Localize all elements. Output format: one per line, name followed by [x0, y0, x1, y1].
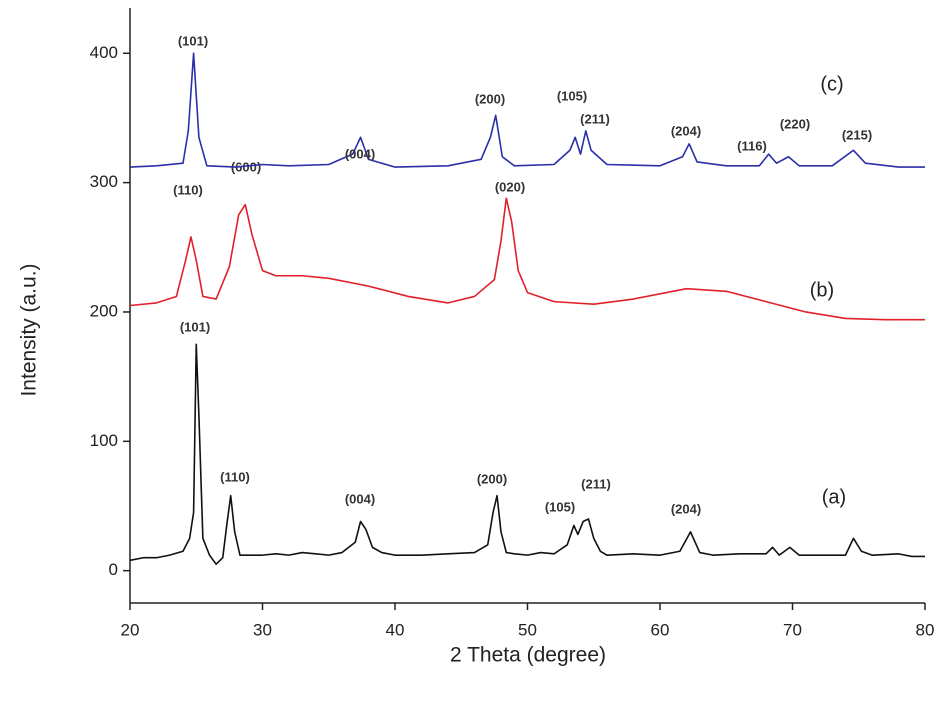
series-label: (c)	[820, 73, 843, 95]
peak-label: (116)	[737, 138, 767, 153]
peak-label: (101)	[178, 33, 208, 48]
peak-label: (204)	[671, 123, 701, 138]
x-tick-label: 70	[783, 620, 802, 639]
x-tick-label: 80	[916, 620, 935, 639]
peak-label: (110)	[173, 182, 203, 197]
series-line	[129, 197, 925, 321]
peak-label: (215)	[842, 127, 872, 142]
peak-label: (200)	[475, 91, 505, 106]
peak-label: (105)	[545, 499, 575, 514]
peak-label: (110)	[220, 469, 250, 484]
x-axis-title: 2 Theta (degree)	[450, 644, 606, 667]
y-tick-label: 100	[90, 431, 118, 450]
peak-label: (101)	[180, 319, 210, 334]
peak-label: (004)	[345, 146, 375, 161]
peak-label: (004)	[345, 491, 375, 506]
peak-label: (211)	[581, 476, 611, 491]
peak-label: (020)	[495, 179, 525, 194]
peak-label: (200)	[477, 471, 507, 486]
peak-label: (600)	[231, 159, 261, 174]
x-tick-label: 20	[121, 620, 140, 639]
series-line	[129, 52, 925, 168]
x-tick-label: 60	[651, 620, 670, 639]
x-tick-label: 30	[253, 620, 272, 639]
peak-label: (204)	[671, 501, 701, 516]
x-tick-label: 50	[518, 620, 537, 639]
series-label: (b)	[810, 279, 834, 301]
y-tick-label: 200	[90, 301, 118, 320]
y-tick-label: 0	[109, 560, 118, 579]
peak-label: (105)	[557, 88, 587, 103]
y-tick-label: 400	[90, 43, 118, 62]
series-label: (a)	[822, 486, 846, 508]
y-axis-title: Intensity (a.u.)	[18, 263, 41, 396]
y-tick-label: 300	[90, 172, 118, 191]
peak-label: (211)	[580, 111, 610, 126]
series-line	[129, 343, 925, 565]
peak-label: (220)	[780, 116, 810, 131]
x-tick-label: 40	[386, 620, 405, 639]
